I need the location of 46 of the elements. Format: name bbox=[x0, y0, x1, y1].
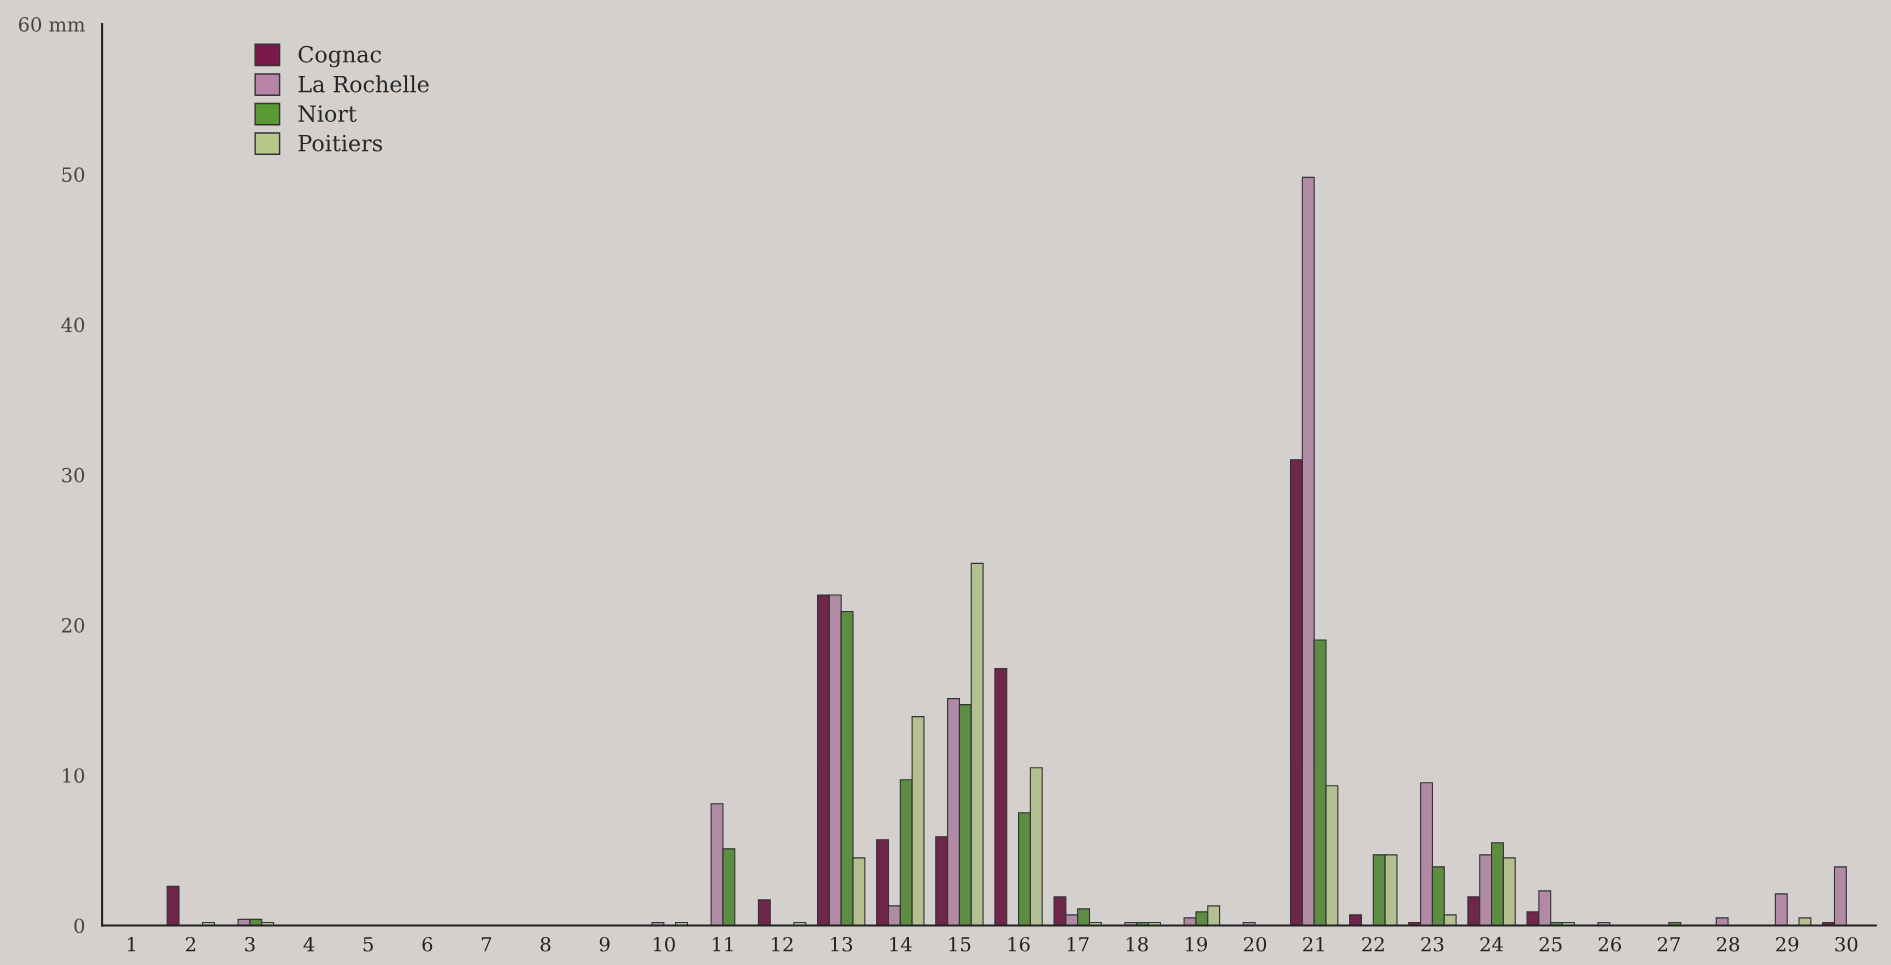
x-tick-label: 12 bbox=[772, 936, 793, 952]
legend-label: Poitiers bbox=[298, 134, 382, 152]
x-tick-label: 18 bbox=[1126, 936, 1148, 952]
y-tick-label: 10 bbox=[63, 768, 85, 783]
x-tick-label: 23 bbox=[1421, 936, 1444, 952]
x-tick-label: 24 bbox=[1480, 936, 1503, 952]
bar bbox=[994, 668, 1008, 926]
y-tick-label: 0 bbox=[74, 918, 85, 934]
x-tick-label: 11 bbox=[712, 936, 733, 952]
y-tick-label: 40 bbox=[61, 317, 85, 333]
bar bbox=[166, 885, 180, 926]
legend-label: Niort bbox=[298, 105, 357, 122]
legend-label: La Rochelle bbox=[298, 75, 429, 93]
x-tick-label: 13 bbox=[831, 936, 853, 952]
x-tick-label: 6 bbox=[422, 936, 433, 952]
x-tick-label: 8 bbox=[540, 936, 551, 952]
y-tick-label: 60 mm bbox=[18, 17, 85, 32]
y-tick-label: 30 bbox=[62, 467, 85, 483]
x-tick-label: 28 bbox=[1717, 936, 1740, 952]
x-tick-label: 9 bbox=[599, 936, 610, 952]
x-tick-label: 27 bbox=[1657, 936, 1680, 952]
x-tick-label: 3 bbox=[245, 936, 255, 952]
x-tick-label: 21 bbox=[1303, 936, 1324, 952]
x-tick-label: 22 bbox=[1362, 936, 1384, 952]
bar bbox=[757, 899, 771, 926]
y-tick-label: 50 bbox=[62, 167, 85, 183]
x-tick-label: 5 bbox=[363, 937, 373, 952]
x-tick-label: 4 bbox=[303, 936, 315, 952]
x-tick-label: 10 bbox=[653, 936, 675, 952]
x-tick-label: 25 bbox=[1539, 936, 1562, 952]
x-tick-label: 16 bbox=[1008, 936, 1030, 952]
bar bbox=[1349, 914, 1363, 926]
x-tick-label: 20 bbox=[1244, 936, 1267, 952]
x-tick-label: 30 bbox=[1835, 936, 1858, 952]
legend-label: Cognac bbox=[298, 45, 381, 68]
x-tick-label: 15 bbox=[949, 936, 971, 952]
x-tick-label: 7 bbox=[481, 937, 492, 952]
x-tick-label: 29 bbox=[1776, 936, 1799, 952]
x-tick-label: 26 bbox=[1598, 936, 1621, 952]
x-tick-label: 2 bbox=[185, 936, 196, 952]
x-tick-label: 19 bbox=[1185, 936, 1207, 952]
bar bbox=[1774, 893, 1788, 926]
y-tick-label: 20 bbox=[62, 617, 85, 633]
x-tick-label: 17 bbox=[1067, 936, 1089, 952]
x-tick-label: 1 bbox=[127, 936, 136, 952]
x-tick-label: 14 bbox=[890, 936, 912, 952]
